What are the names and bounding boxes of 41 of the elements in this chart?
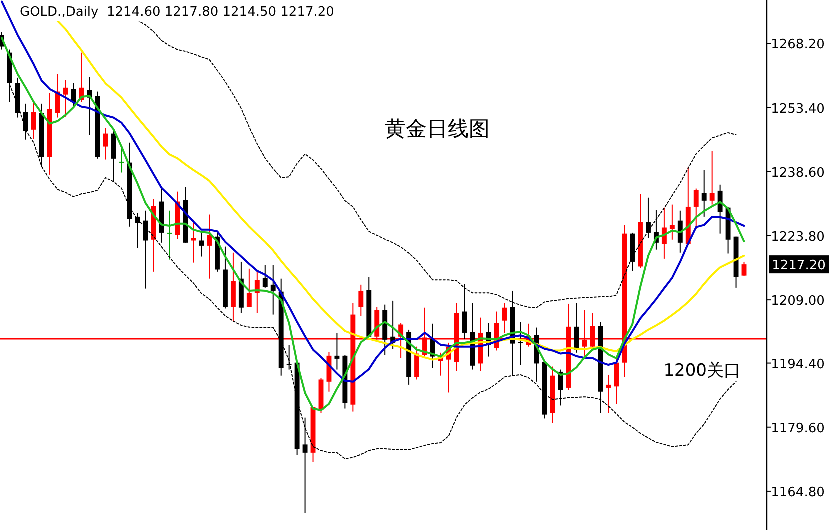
y-tick-label: 1194.40 <box>771 357 825 372</box>
text: 黄金日线图 <box>385 117 490 141</box>
candlestick <box>702 170 707 218</box>
candlestick <box>31 102 36 140</box>
candlestick <box>167 210 172 260</box>
y-tick-label: 1164.80 <box>771 485 825 500</box>
candlestick <box>710 150 715 206</box>
candlestick <box>207 214 212 280</box>
candlestick <box>334 332 340 370</box>
candlestick <box>518 322 524 366</box>
candlestick <box>502 302 508 334</box>
y-tick-label: 1268.20 <box>771 38 825 53</box>
chart-subtitle: GOLD.,Daily 1214.60 1217.80 1214.50 1217.20 <box>20 5 334 20</box>
y-tick-label: 1209.00 <box>771 294 825 310</box>
candlestick <box>63 80 68 118</box>
candlestick <box>678 210 683 254</box>
y-tick-label: 1223.80 <box>771 230 825 245</box>
candlestick <box>574 302 580 354</box>
candlestick <box>23 103 28 140</box>
candlestick <box>670 204 675 240</box>
candlestick <box>742 261 747 277</box>
candlestick <box>71 82 76 108</box>
line-series <box>1 0 746 383</box>
candlestick <box>246 268 252 308</box>
y-tick-label: 1238.60 <box>771 166 825 181</box>
y-tick-label: 1253.40 <box>771 102 825 117</box>
candlestick <box>414 346 420 380</box>
candlestick <box>358 284 364 317</box>
candlestick <box>103 128 108 160</box>
candlestick <box>646 197 651 239</box>
y-tick-label: 1179.60 <box>771 421 825 436</box>
candlestick <box>143 210 148 290</box>
ref-line-label: 1200关口 <box>664 361 741 382</box>
candlestick <box>191 219 196 264</box>
candlestick <box>262 264 268 288</box>
candlestick <box>55 74 60 118</box>
candlestick <box>614 358 620 404</box>
candlestick <box>199 232 204 258</box>
candlestick <box>606 374 612 414</box>
price-label: 1217.20 <box>769 256 829 274</box>
candlestick <box>270 264 276 316</box>
